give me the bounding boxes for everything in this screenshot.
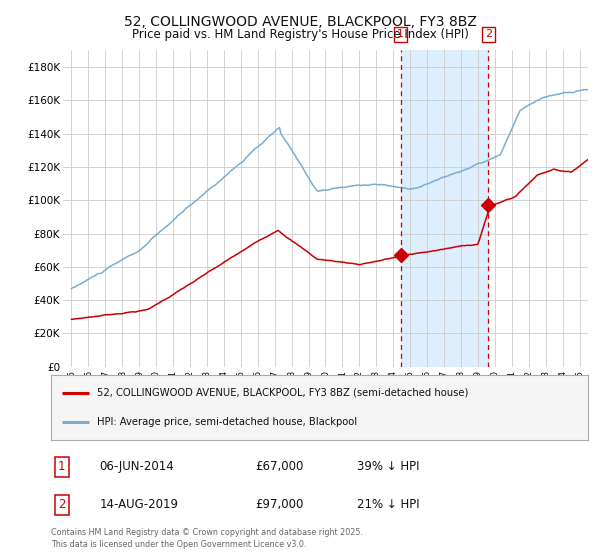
Text: 2: 2 bbox=[58, 498, 65, 511]
Text: 21% ↓ HPI: 21% ↓ HPI bbox=[357, 498, 420, 511]
Text: 06-JUN-2014: 06-JUN-2014 bbox=[100, 460, 174, 473]
Text: Price paid vs. HM Land Registry's House Price Index (HPI): Price paid vs. HM Land Registry's House … bbox=[131, 27, 469, 41]
Text: 14-AUG-2019: 14-AUG-2019 bbox=[100, 498, 178, 511]
Text: 52, COLLINGWOOD AVENUE, BLACKPOOL, FY3 8BZ (semi-detached house): 52, COLLINGWOOD AVENUE, BLACKPOOL, FY3 8… bbox=[97, 388, 468, 398]
Text: 52, COLLINGWOOD AVENUE, BLACKPOOL, FY3 8BZ: 52, COLLINGWOOD AVENUE, BLACKPOOL, FY3 8… bbox=[124, 15, 476, 29]
Text: 39% ↓ HPI: 39% ↓ HPI bbox=[357, 460, 419, 473]
Text: 2: 2 bbox=[485, 29, 492, 39]
Text: £67,000: £67,000 bbox=[255, 460, 304, 473]
Text: HPI: Average price, semi-detached house, Blackpool: HPI: Average price, semi-detached house,… bbox=[97, 417, 357, 427]
Text: Contains HM Land Registry data © Crown copyright and database right 2025.
This d: Contains HM Land Registry data © Crown c… bbox=[51, 528, 363, 549]
Bar bbox=[401, 50, 488, 367]
Text: £97,000: £97,000 bbox=[255, 498, 304, 511]
Text: 1: 1 bbox=[58, 460, 65, 473]
Text: 1: 1 bbox=[397, 29, 404, 39]
